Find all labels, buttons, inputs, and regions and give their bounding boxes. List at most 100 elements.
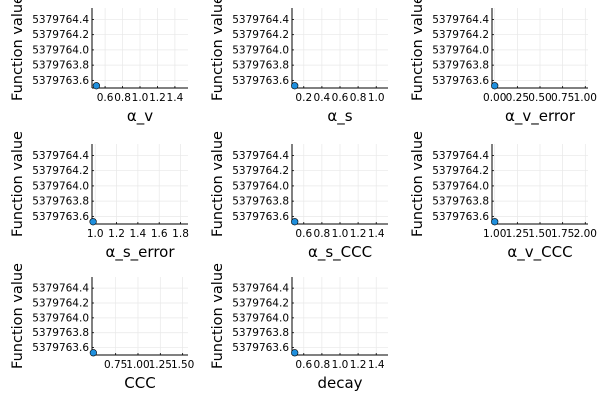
y-tick-label: 5379763.6 (232, 342, 289, 354)
y-axis-label: Function value (210, 263, 226, 369)
y-tick-label: 5379764.0 (32, 44, 89, 56)
y-axis-label: Function value (10, 0, 26, 101)
x-tick-label: 1.2 (108, 228, 125, 240)
y-tick-label: 5379764.0 (232, 44, 289, 56)
x-tick-label: 2.00 (574, 228, 597, 240)
y-tick-label: 5379763.6 (432, 75, 489, 87)
data-point (491, 218, 499, 226)
y-tick-label: 5379764.0 (232, 312, 289, 324)
x-tick-label: 1.00 (483, 228, 506, 240)
data-point (291, 82, 299, 90)
subplot-4: 1.0 1.2 1.4 1.6 1.8 5379763.6 5379763.8 5379764… (10, 131, 189, 262)
subplot-7: 0.751.001.251.50 5379763.6 5379763.8 537976… (10, 263, 194, 392)
y-tick-label: 5379764.2 (32, 165, 89, 177)
x-axis-label: α_s (327, 107, 352, 126)
y-tick-label: 5379764.0 (432, 180, 489, 192)
y-tick-label: 5379763.6 (232, 211, 289, 223)
x-tick-label: 1.4 (167, 92, 184, 104)
y-tick-label: 5379763.8 (232, 196, 289, 208)
y-tick-label: 5379764.4 (432, 150, 489, 162)
y-tick-label: 5379763.8 (32, 60, 89, 72)
x-tick-label: 1.4 (368, 228, 385, 240)
y-tick-label: 5379764.2 (232, 298, 289, 310)
y-axis-label: Function value (410, 131, 426, 237)
x-axis-label: α_s_error (105, 243, 175, 262)
x-tick-label: 1.6 (151, 228, 168, 240)
y-axis-label: Function value (10, 263, 26, 369)
x-tick-label: 0.75 (551, 92, 574, 104)
data-point (89, 349, 97, 357)
x-tick-label: 0.6 (295, 359, 312, 371)
x-tick-label: 1.2 (350, 359, 367, 371)
x-tick-label: 0.50 (528, 92, 551, 104)
y-axis-label: Function value (210, 131, 226, 237)
y-tick-label: 5379763.8 (32, 196, 89, 208)
x-axis-label: CCC (124, 374, 155, 392)
data-point (291, 349, 299, 357)
y-tick-label: 5379764.4 (32, 150, 89, 162)
data-point (89, 218, 97, 226)
x-tick-label: 1.0 (368, 92, 385, 104)
x-tick-label: 1.00 (574, 92, 597, 104)
x-tick-label: 1.2 (149, 92, 166, 104)
x-tick-label: 0.00 (483, 92, 506, 104)
y-tick-label: 5379764.0 (32, 180, 89, 192)
x-tick-label: 0.6 (332, 92, 349, 104)
y-tick-label: 5379764.0 (432, 44, 489, 56)
x-tick-label: 1.0 (332, 359, 349, 371)
y-tick-label: 5379764.2 (32, 298, 89, 310)
y-tick-label: 5379764.4 (232, 14, 289, 26)
x-axis-label: α_v_error (505, 107, 576, 126)
x-tick-label: 1.25 (149, 359, 172, 371)
y-tick-label: 5379763.8 (432, 196, 489, 208)
x-tick-label: 0.8 (114, 92, 131, 104)
x-tick-label: 1.00 (126, 359, 149, 371)
x-tick-label: 1.0 (87, 228, 104, 240)
x-tick-label: 0.75 (104, 359, 127, 371)
x-tick-label: 0.25 (506, 92, 529, 104)
x-axis-label: decay (317, 374, 362, 392)
x-tick-label: 0.6 (97, 92, 114, 104)
x-tick-label: 1.50 (171, 359, 194, 371)
x-tick-label: 1.4 (368, 359, 385, 371)
x-tick-label: 1.0 (132, 92, 149, 104)
x-axis-label: α_s_CCC (308, 243, 372, 262)
subplot-2: 0.2 0.4 0.6 0.8 1.0 5379763.6 5379763.8 5379764… (210, 0, 388, 126)
subplot-8: 0.6 0.8 1.0 1.2 1.4 5379763.6 5379763.8 5379764… (210, 263, 388, 392)
x-tick-label: 0.2 (295, 92, 312, 104)
y-tick-label: 5379764.2 (232, 29, 289, 41)
y-tick-label: 5379764.0 (232, 180, 289, 192)
y-tick-label: 5379764.4 (232, 283, 289, 295)
data-point (291, 218, 299, 226)
x-tick-label: 1.2 (350, 228, 367, 240)
y-axis-label: Function value (410, 0, 426, 101)
y-tick-label: 5379764.4 (232, 150, 289, 162)
y-tick-label: 5379764.2 (232, 165, 289, 177)
x-tick-label: 1.75 (551, 228, 574, 240)
x-tick-label: 0.4 (314, 92, 331, 104)
x-axis-label: α_v (127, 107, 153, 126)
data-point (92, 82, 100, 90)
y-tick-label: 5379763.8 (432, 60, 489, 72)
y-axis-label: Function value (210, 0, 226, 101)
y-tick-label: 5379764.4 (32, 14, 89, 26)
y-tick-label: 5379764.4 (32, 283, 89, 295)
x-tick-label: 1.4 (130, 228, 147, 240)
y-tick-label: 5379764.2 (432, 29, 489, 41)
x-tick-label: 0.8 (350, 92, 367, 104)
y-tick-label: 5379763.6 (432, 211, 489, 223)
y-tick-label: 5379764.0 (32, 312, 89, 324)
x-tick-label: 1.0 (332, 228, 349, 240)
y-tick-label: 5379763.8 (32, 327, 89, 339)
y-tick-label: 5379764.2 (432, 165, 489, 177)
y-tick-label: 5379764.4 (432, 14, 489, 26)
x-axis-label: α_v_CCC (507, 243, 572, 262)
subplot-6: 1.00 1.25 1.50 1.75 2.00 5379763.6 5379763.8 53… (410, 131, 597, 262)
subplot-3: 0.00 0.25 0.50 0.75 1.00 5379763.6 5379763.8 53… (410, 0, 597, 126)
x-tick-label: 1.8 (172, 228, 189, 240)
y-tick-label: 5379763.8 (232, 60, 289, 72)
y-tick-label: 5379763.6 (32, 342, 89, 354)
x-tick-label: 0.8 (314, 228, 331, 240)
subplot-1: 0.6 0.8 1.0 1.2 1.4 5379763.6 5379763.8 5379764… (10, 0, 188, 126)
